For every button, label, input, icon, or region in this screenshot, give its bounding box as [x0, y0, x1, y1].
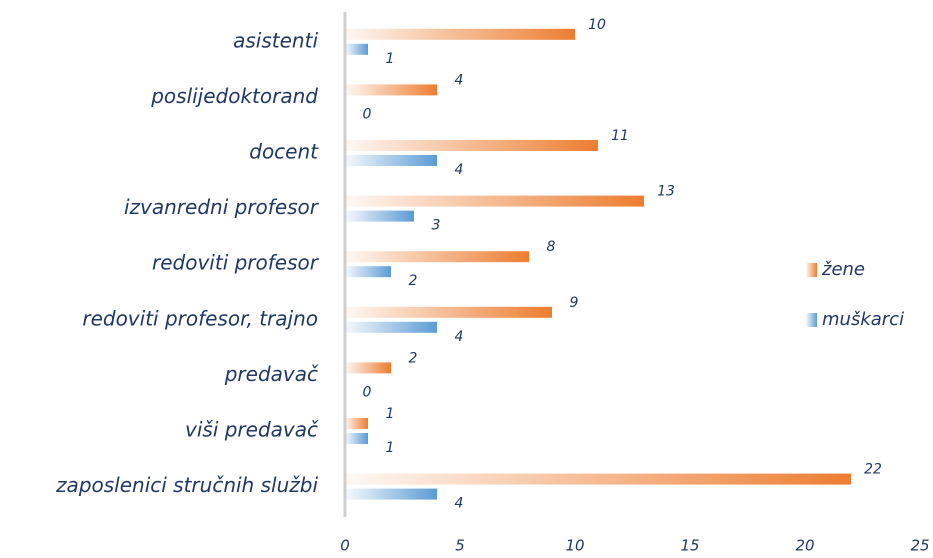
x-tick-label: 25 — [910, 537, 929, 555]
bar — [345, 266, 391, 278]
category-label: asistenti — [233, 28, 318, 52]
category-label: redoviti profesor — [152, 251, 320, 275]
bar — [345, 433, 368, 444]
value-label: 0 — [363, 106, 372, 122]
bar — [345, 84, 437, 96]
bar — [345, 28, 575, 40]
x-tick-label: 20 — [795, 537, 814, 555]
bar — [345, 155, 437, 166]
bar — [345, 488, 437, 500]
bar — [345, 362, 391, 374]
legend-label: muškarci — [822, 309, 904, 330]
value-label: 9 — [570, 295, 579, 311]
bar — [345, 473, 851, 485]
value-label: 2 — [409, 273, 418, 289]
value-label: 13 — [657, 184, 675, 200]
bar — [345, 306, 552, 318]
bar — [345, 140, 598, 151]
legend-label: žene — [821, 259, 865, 280]
value-label: 11 — [611, 128, 629, 144]
value-label: 4 — [455, 496, 464, 512]
category-label: viši predavač — [185, 418, 319, 442]
legend-swatch — [806, 263, 817, 277]
value-label: 1 — [386, 406, 395, 422]
bar — [345, 321, 437, 333]
x-tick-label: 10 — [565, 537, 584, 555]
category-label: predavač — [224, 362, 319, 386]
value-label: 22 — [864, 462, 882, 478]
value-label: 10 — [588, 17, 606, 33]
value-label: 0 — [363, 384, 372, 400]
value-label: 4 — [455, 162, 464, 178]
bar — [345, 195, 644, 207]
value-label: 1 — [386, 440, 395, 456]
value-label: 1 — [386, 51, 395, 67]
value-label: 8 — [547, 239, 556, 255]
category-label: docent — [249, 140, 319, 164]
category-label: poslijedoktorand — [150, 84, 318, 108]
category-label: izvanredni profesor — [124, 195, 320, 219]
value-label: 4 — [455, 329, 464, 345]
bar — [345, 418, 368, 429]
bar — [345, 210, 414, 222]
x-tick-label: 15 — [680, 537, 699, 555]
value-label: 4 — [455, 72, 464, 88]
value-label: 3 — [432, 218, 441, 234]
category-label: zaposlenici stručnih službi — [55, 473, 318, 497]
value-label: 2 — [409, 350, 418, 366]
bar — [345, 43, 368, 55]
x-tick-label: 5 — [455, 537, 465, 555]
legend-swatch — [806, 313, 817, 327]
bar — [345, 251, 529, 263]
x-tick-label: 0 — [340, 537, 350, 555]
category-label: redoviti profesor, trajno — [82, 306, 318, 330]
